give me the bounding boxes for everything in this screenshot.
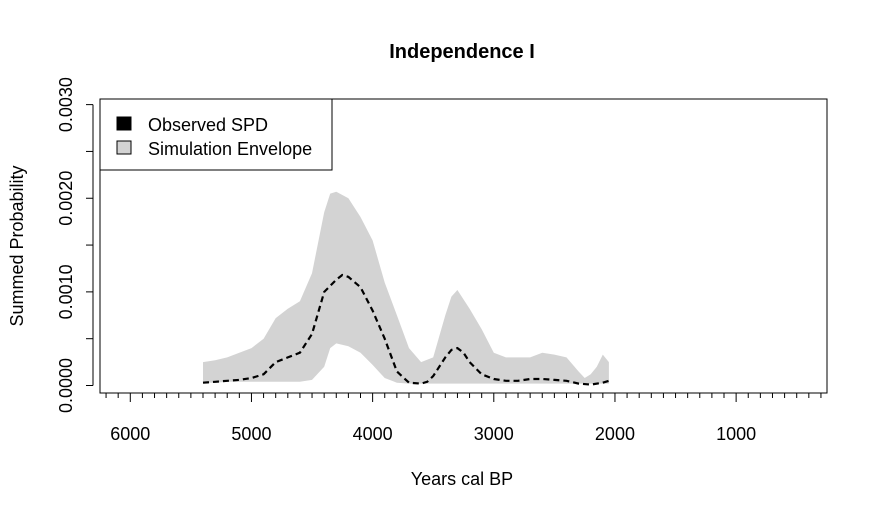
x-tick-label: 4000	[353, 424, 393, 444]
plot-frame	[99, 98, 828, 394]
legend-label-envelope: Simulation Envelope	[148, 139, 312, 159]
x-axis: 6000 5000 4000 3000 2000 1000	[105, 393, 822, 444]
x-axis-label: Years cal BP	[411, 469, 513, 489]
y-axis: 0.0000 0.0010 0.0020 0.0030	[56, 77, 94, 413]
observed-spd-line-layer	[202, 273, 610, 386]
legend-label-observed: Observed SPD	[148, 115, 268, 135]
chart-title: Independence I	[389, 41, 535, 63]
y-tick-label: 0.0020	[56, 171, 76, 226]
x-tick-label: 1000	[716, 424, 756, 444]
legend-swatch-observed	[116, 116, 132, 131]
x-tick-label: 6000	[110, 424, 150, 444]
y-tick-label: 0.0010	[56, 264, 76, 319]
legend: Observed SPD Simulation Envelope	[99, 98, 333, 171]
legend-swatch-envelope	[116, 140, 132, 155]
x-tick-label: 3000	[474, 424, 514, 444]
y-axis-label: Summed Probability	[7, 165, 27, 326]
y-tick-label: 0.0000	[56, 358, 76, 413]
simulation-envelope-band	[203, 191, 609, 384]
x-tick-label: 2000	[595, 424, 635, 444]
simulation-envelope-area	[203, 191, 609, 384]
legend-box	[99, 98, 333, 171]
observed-spd-line	[202, 273, 610, 386]
y-tick-label: 0.0030	[56, 77, 76, 132]
x-tick-label: 5000	[231, 424, 271, 444]
